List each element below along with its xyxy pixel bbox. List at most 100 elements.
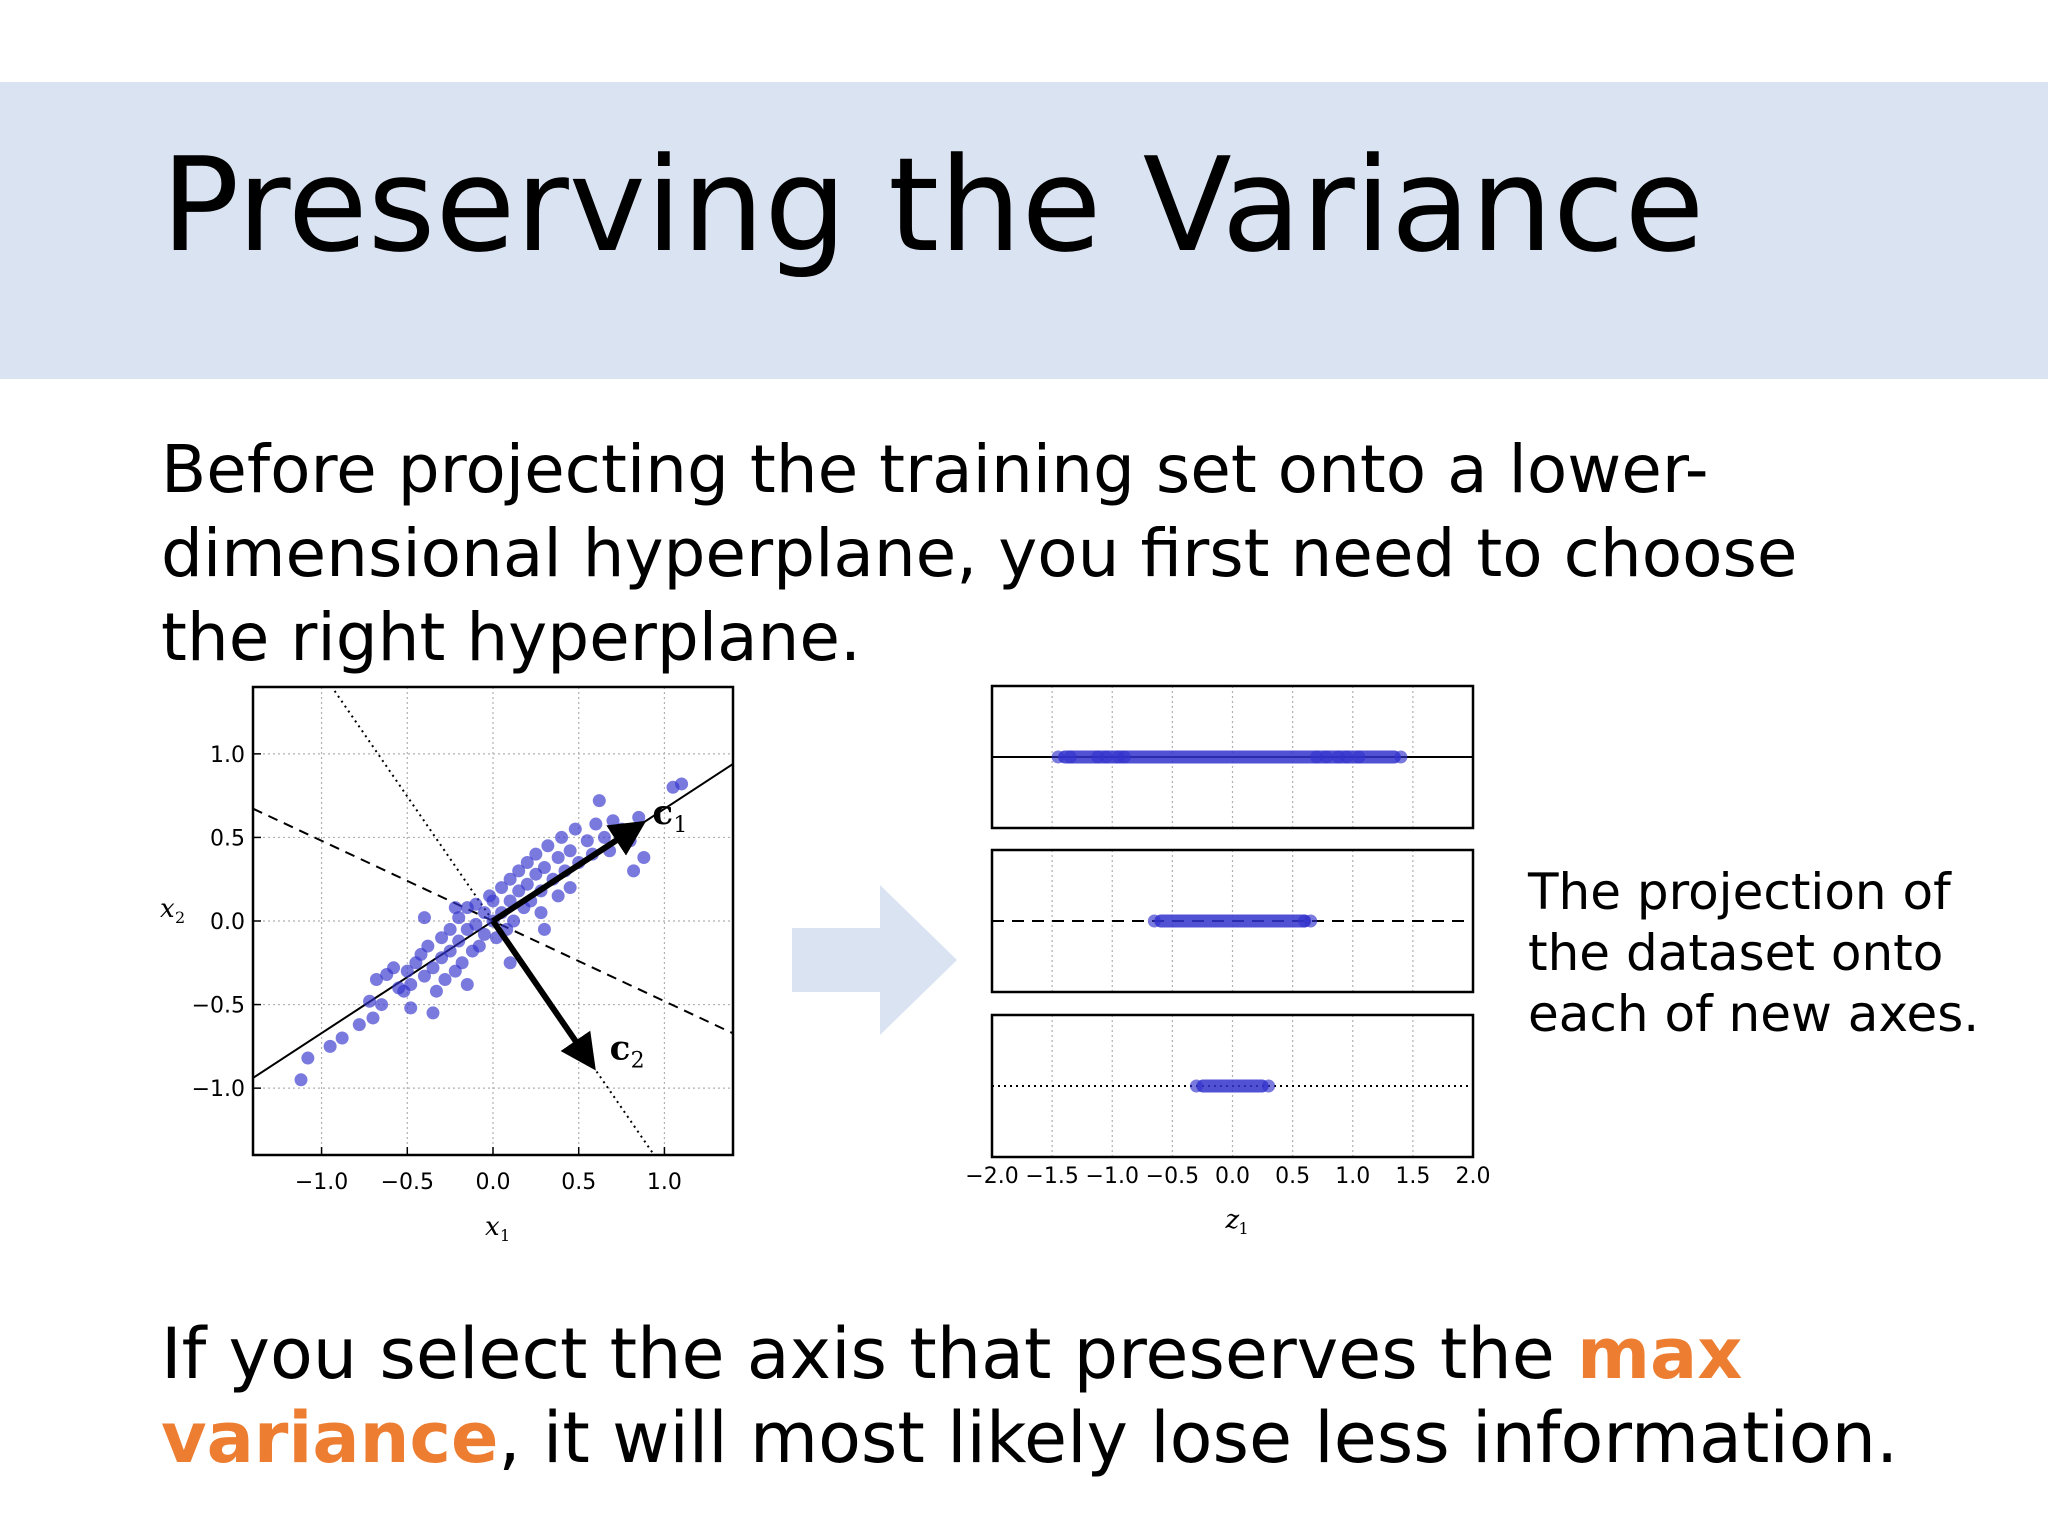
vector-c1 bbox=[491, 820, 647, 924]
projected-point bbox=[1262, 1079, 1276, 1093]
data-point bbox=[592, 794, 606, 808]
intro-line: Before projecting the training set onto … bbox=[161, 431, 1709, 508]
projected-points-band bbox=[1154, 914, 1311, 928]
data-point bbox=[366, 1011, 380, 1025]
projected-point bbox=[1352, 750, 1366, 764]
projected-point bbox=[1310, 750, 1324, 764]
data-point bbox=[426, 1006, 440, 1020]
data-point bbox=[455, 956, 469, 970]
x-axis-label-subscript: 1 bbox=[1239, 1219, 1249, 1238]
data-point bbox=[555, 830, 569, 844]
projected-point bbox=[1189, 1079, 1203, 1093]
title-band bbox=[0, 82, 2048, 379]
highlight-max: max bbox=[1577, 1313, 1743, 1395]
data-point bbox=[429, 984, 443, 998]
intro-line: the right hyperplane. bbox=[161, 599, 861, 676]
caption-line: The projection of bbox=[1528, 863, 1951, 921]
data-point bbox=[363, 994, 377, 1008]
data-point bbox=[400, 964, 414, 978]
projected-point bbox=[1051, 750, 1065, 764]
projected-point bbox=[1304, 914, 1318, 928]
data-point bbox=[335, 1031, 349, 1045]
data-point bbox=[469, 917, 483, 931]
projected-point bbox=[1117, 750, 1131, 764]
y-tick-label: 0.5 bbox=[210, 826, 245, 851]
x-tick-label: 2.0 bbox=[1456, 1164, 1491, 1189]
data-point bbox=[426, 961, 440, 975]
projection-caption: The projection of the dataset onto each … bbox=[1528, 862, 1979, 1045]
x-tick-label: −2.0 bbox=[965, 1164, 1018, 1189]
data-point bbox=[421, 939, 435, 953]
caption-line: each of new axes. bbox=[1528, 985, 1980, 1043]
data-point bbox=[503, 872, 517, 886]
data-point bbox=[294, 1073, 308, 1087]
data-point bbox=[323, 1039, 337, 1053]
data-point bbox=[443, 944, 457, 958]
data-point bbox=[472, 939, 486, 953]
vector-label-subscript: 2 bbox=[631, 1049, 645, 1074]
projected-point bbox=[1394, 750, 1408, 764]
projected-point bbox=[1147, 914, 1161, 928]
data-point bbox=[352, 1018, 366, 1032]
intro-line: dimensional hyperplane, you first need t… bbox=[161, 515, 1798, 592]
data-point bbox=[537, 861, 551, 875]
right-arrow-icon bbox=[792, 885, 957, 1035]
data-point bbox=[460, 978, 474, 992]
data-point bbox=[632, 810, 646, 824]
y-tick-label: 0.0 bbox=[210, 910, 245, 935]
projection-panel-solid bbox=[990, 684, 1475, 830]
data-point bbox=[404, 978, 418, 992]
vector-label: c bbox=[610, 1029, 631, 1069]
y-axis-label: x bbox=[160, 894, 175, 924]
projection-chart: −2.0 −1.5 −1.0 −0.5 0.0 0.5 1.0 1.5 2.0 z 1 bbox=[965, 684, 1491, 1238]
x-tick-label: −1.5 bbox=[1025, 1164, 1078, 1189]
highlight-variance: variance bbox=[161, 1397, 499, 1479]
panel-frame bbox=[990, 848, 1475, 994]
data-point bbox=[301, 1051, 315, 1065]
y-tick-label: −0.5 bbox=[192, 994, 245, 1019]
data-point bbox=[369, 973, 383, 986]
data-point bbox=[417, 911, 431, 925]
y-tick-label: −1.0 bbox=[192, 1077, 245, 1102]
data-point bbox=[375, 998, 389, 1012]
vector-label: c bbox=[652, 793, 673, 833]
projected-point bbox=[1063, 750, 1077, 764]
data-point bbox=[537, 922, 551, 936]
x-tick-label: 1.0 bbox=[647, 1170, 682, 1195]
x-tick-label: −0.5 bbox=[1146, 1164, 1199, 1189]
data-point bbox=[435, 931, 449, 945]
conclusion-part2: , it will most likely lose less informat… bbox=[498, 1397, 1899, 1479]
x-tick-label: 0.0 bbox=[1215, 1164, 1250, 1189]
conclusion-line-2: variance, it will most likely lose less … bbox=[161, 1396, 1898, 1480]
data-point bbox=[448, 901, 462, 915]
data-point bbox=[580, 834, 594, 848]
x-axis-label: x bbox=[485, 1212, 500, 1242]
projection-panel-dashed bbox=[990, 848, 1475, 994]
x-tick-label: 1.5 bbox=[1395, 1164, 1430, 1189]
x-axis-label: z bbox=[1225, 1205, 1240, 1235]
data-point bbox=[404, 1001, 418, 1015]
data-point bbox=[529, 847, 543, 861]
x-tick-label: −1.0 bbox=[295, 1170, 348, 1195]
data-point bbox=[477, 906, 491, 920]
caption-line: the dataset onto bbox=[1528, 924, 1944, 982]
conclusion-part1: If you select the axis that preserves th… bbox=[161, 1313, 1578, 1395]
x-tick-label: −1.0 bbox=[1086, 1164, 1139, 1189]
data-point bbox=[627, 864, 641, 878]
data-point bbox=[551, 850, 565, 864]
data-point bbox=[520, 877, 534, 891]
data-point bbox=[443, 922, 457, 936]
data-point bbox=[534, 906, 548, 920]
data-point bbox=[563, 844, 577, 858]
data-point bbox=[637, 850, 651, 864]
vector-c2 bbox=[490, 919, 596, 1071]
projection-panel-dotted bbox=[990, 1013, 1475, 1159]
x-tick-label: 1.0 bbox=[1335, 1164, 1370, 1189]
data-point bbox=[568, 822, 582, 836]
data-point bbox=[541, 839, 555, 853]
data-point bbox=[452, 934, 466, 948]
projected-points-band bbox=[1196, 1079, 1269, 1093]
conclusion-text: If you select the axis that preserves th… bbox=[161, 1312, 1898, 1480]
vector-label-subscript: 1 bbox=[673, 813, 687, 838]
